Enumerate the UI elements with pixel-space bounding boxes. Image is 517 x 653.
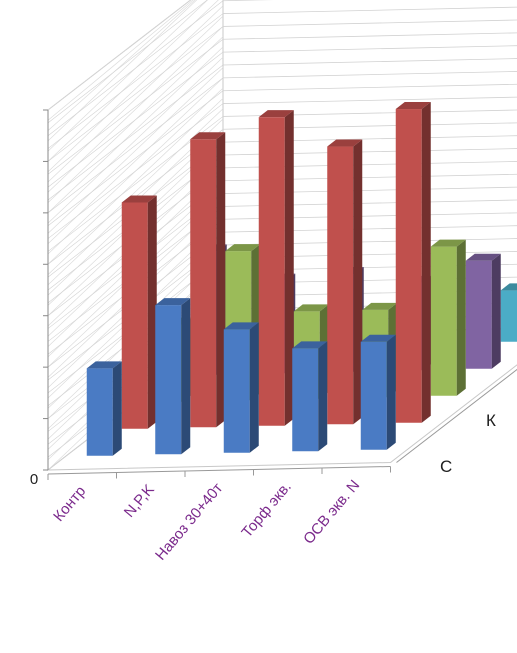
bar-side — [147, 195, 157, 429]
category-label: Контр — [50, 483, 89, 525]
bar-side — [491, 253, 501, 369]
side-wall-hatch — [47, 67, 224, 234]
gridline — [222, 45, 517, 53]
bar-top — [362, 302, 398, 310]
bar-front — [223, 329, 250, 453]
bar-top — [121, 195, 157, 203]
bar-side — [456, 239, 466, 396]
gridline-side — [47, 90, 224, 226]
bar-side — [318, 341, 328, 452]
bar-front — [292, 348, 319, 452]
side-wall-hatch — [47, 0, 196, 131]
category-label: Торф экв. — [238, 478, 294, 541]
bar-front — [86, 368, 113, 456]
gridline — [222, 19, 517, 27]
gridline — [222, 58, 517, 66]
bar-side — [386, 334, 396, 450]
bar-top — [395, 102, 431, 110]
depth-axis — [396, 368, 517, 463]
bar-top — [86, 361, 122, 369]
bar-top — [327, 139, 363, 147]
bar-side — [249, 322, 259, 453]
depth-label: С — [440, 457, 452, 476]
bar-side — [112, 361, 122, 456]
x-axis — [47, 466, 391, 475]
category-label: N,P,K — [121, 481, 158, 520]
bar-front — [121, 202, 148, 429]
side-wall-hatch — [47, 5, 224, 172]
gridline-side — [47, 64, 224, 201]
gridline — [222, 71, 517, 79]
bar-front — [430, 246, 457, 396]
bar-top — [430, 239, 466, 247]
gridline-side — [47, 39, 224, 175]
chart-bars — [86, 102, 517, 456]
bar-side — [284, 110, 294, 426]
gridline-side — [47, 51, 224, 188]
gridline — [222, 83, 517, 92]
bar-side — [353, 139, 363, 425]
bar-side — [181, 298, 191, 455]
gridline — [222, 32, 517, 40]
depth-label: К — [486, 411, 496, 430]
gridline — [222, 96, 517, 104]
bar-front — [258, 117, 285, 426]
bar-front — [327, 146, 354, 425]
side-wall-hatch — [47, 57, 224, 224]
bar-side — [216, 132, 226, 428]
side-wall-hatch — [47, 15, 224, 183]
bar-top — [293, 304, 329, 312]
gridline-side — [47, 0, 224, 136]
bar-top — [223, 322, 259, 330]
bar-front — [465, 260, 492, 369]
gridline — [222, 6, 517, 14]
gridline-side — [47, 77, 224, 214]
bar-front — [360, 341, 387, 450]
bar-top — [190, 132, 226, 140]
bar-front — [190, 139, 217, 428]
bar-front — [155, 305, 182, 455]
bar-top — [292, 341, 328, 349]
gridline-side — [47, 13, 224, 149]
bar-front — [500, 290, 517, 342]
side-wall-hatch — [47, 108, 224, 275]
y-tick-label: 0 — [30, 471, 38, 488]
bar-top — [500, 283, 517, 291]
category-label: Навоз 30+40т — [152, 480, 226, 564]
bar-side — [421, 102, 431, 423]
bar-top — [155, 298, 191, 306]
gridline-side — [47, 103, 224, 239]
gridline-side — [47, 26, 224, 162]
bar-top — [360, 334, 396, 342]
category-label: ОСВ экв. N — [300, 477, 363, 548]
bar-top — [225, 244, 261, 252]
side-wall-hatch — [47, 0, 194, 121]
bar-top — [258, 110, 294, 118]
bar-top — [465, 253, 501, 261]
bar-front — [395, 109, 422, 423]
gridline-side — [47, 0, 208, 124]
gridline-side — [47, 0, 192, 111]
